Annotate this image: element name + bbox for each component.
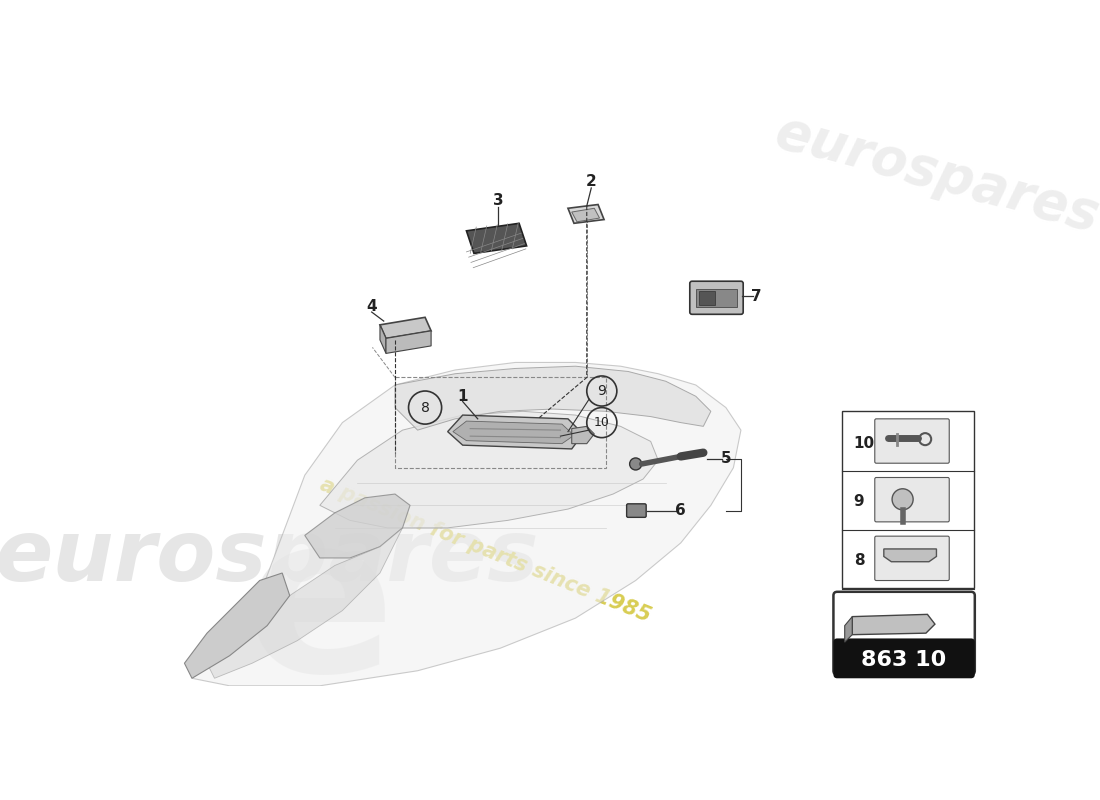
Polygon shape — [568, 205, 604, 223]
FancyBboxPatch shape — [690, 282, 744, 314]
Polygon shape — [192, 362, 741, 686]
Polygon shape — [572, 426, 594, 444]
Text: 8: 8 — [420, 401, 429, 414]
FancyBboxPatch shape — [834, 638, 975, 678]
FancyBboxPatch shape — [627, 504, 646, 518]
Text: e: e — [244, 504, 395, 718]
Polygon shape — [395, 366, 711, 430]
Text: 2: 2 — [586, 174, 596, 190]
Text: 7: 7 — [750, 289, 761, 304]
Polygon shape — [386, 331, 431, 354]
Polygon shape — [852, 614, 935, 634]
Polygon shape — [320, 411, 658, 528]
Bar — [698, 291, 715, 305]
FancyBboxPatch shape — [874, 478, 949, 522]
Text: eurospares: eurospares — [769, 106, 1100, 242]
Text: 10: 10 — [594, 416, 609, 429]
FancyBboxPatch shape — [874, 536, 949, 581]
Text: a passion for parts since 1985: a passion for parts since 1985 — [317, 474, 653, 626]
Polygon shape — [207, 528, 403, 678]
Text: 8: 8 — [854, 553, 865, 568]
Bar — [837, 645, 971, 670]
Polygon shape — [379, 325, 386, 354]
Text: 3: 3 — [493, 194, 504, 208]
Bar — [843, 411, 975, 588]
Text: 4: 4 — [366, 298, 377, 314]
Polygon shape — [883, 549, 936, 562]
Text: 6: 6 — [675, 503, 686, 518]
Polygon shape — [379, 318, 431, 338]
Polygon shape — [453, 421, 574, 444]
Polygon shape — [466, 223, 527, 254]
FancyBboxPatch shape — [834, 592, 975, 674]
Text: 9: 9 — [854, 494, 865, 510]
Polygon shape — [572, 208, 600, 222]
Text: 10: 10 — [854, 436, 874, 450]
Text: eurospares: eurospares — [0, 517, 539, 599]
Bar — [696, 289, 737, 306]
Text: 9: 9 — [597, 384, 606, 398]
Circle shape — [892, 489, 913, 510]
Polygon shape — [845, 617, 853, 642]
Polygon shape — [185, 573, 289, 678]
Text: 1: 1 — [458, 389, 468, 404]
Circle shape — [629, 458, 641, 470]
Bar — [395, 378, 606, 468]
Polygon shape — [305, 494, 410, 558]
Text: 863 10: 863 10 — [861, 650, 947, 670]
FancyBboxPatch shape — [874, 419, 949, 463]
Text: 5: 5 — [720, 451, 732, 466]
Polygon shape — [448, 415, 583, 449]
